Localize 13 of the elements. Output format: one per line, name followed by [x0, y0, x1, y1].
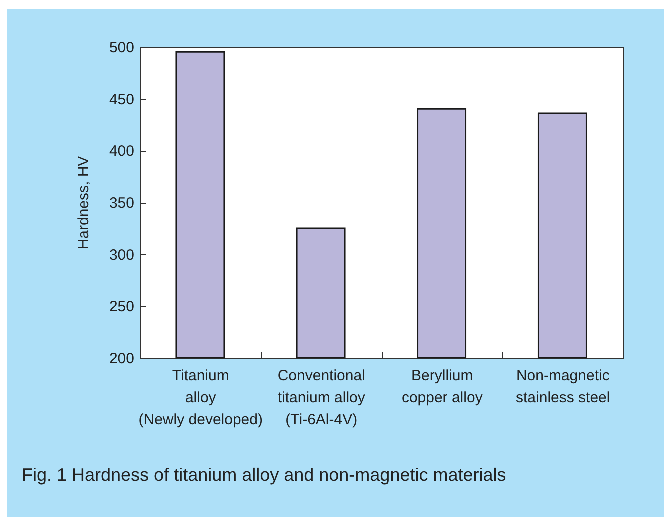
x-tick-label: Beryllium copper alloy — [402, 368, 484, 406]
x-tick-label: Conventional titanium alloy (Ti-6Al-4V) — [278, 368, 366, 428]
y-axis-title: Hardness, HV — [75, 156, 92, 250]
y-tick-label: 500 — [109, 40, 134, 56]
y-tick-label: 200 — [109, 350, 134, 368]
y-tick-label: 250 — [109, 298, 134, 316]
y-tick-label: 300 — [109, 246, 134, 264]
y-tick-label: 450 — [109, 91, 134, 108]
x-tick-label: Non-magnetic stainless steel — [516, 368, 610, 406]
x-tick-label: Titanium alloy (Newly developed) — [138, 368, 263, 428]
text: Fig. 1 Hardness of titanium alloy and non-magnetic materials — [22, 465, 506, 485]
y-tick-label: 400 — [109, 143, 134, 160]
y-tick-label: 350 — [109, 195, 134, 212]
